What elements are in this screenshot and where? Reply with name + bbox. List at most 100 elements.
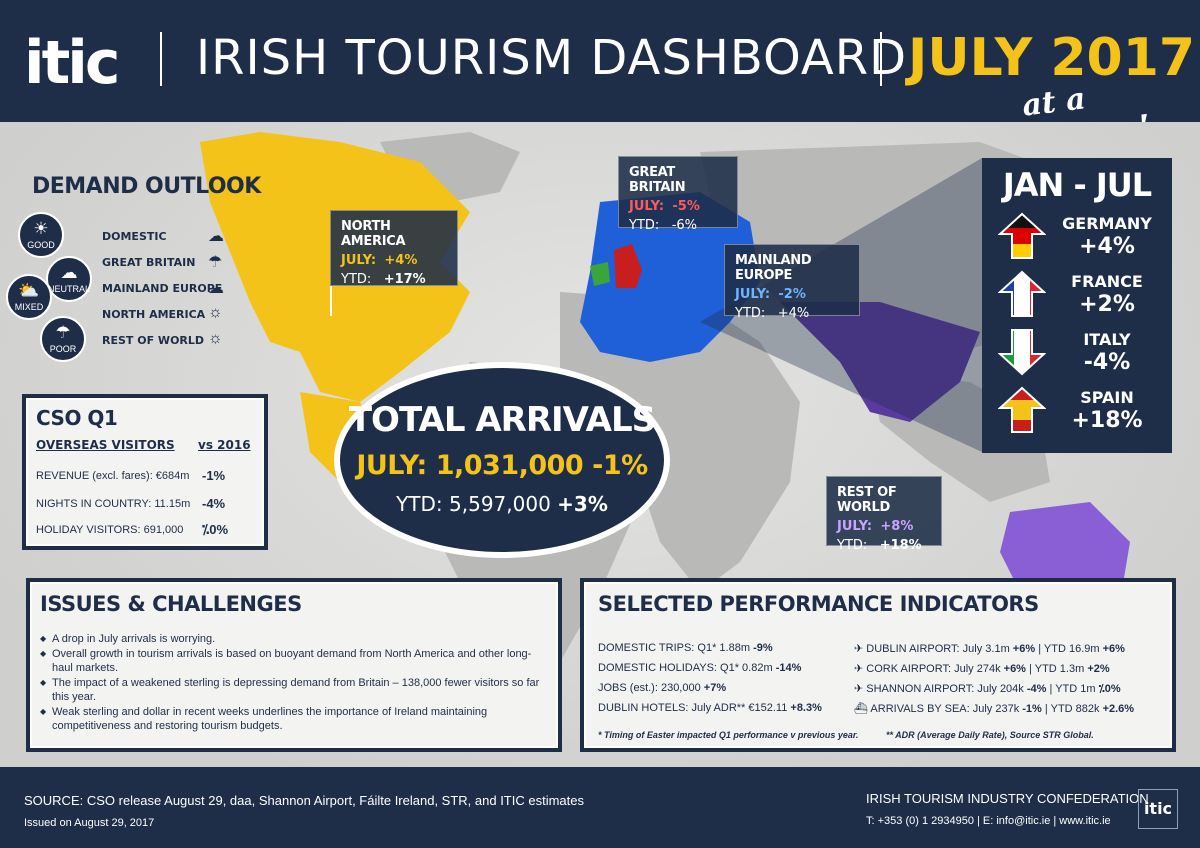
plane-icon: ✈ — [854, 643, 864, 655]
spi-dublin-airport: ✈ DUBLIN AIRPORT: July 3.1m +6% | YTD 16… — [854, 643, 1125, 655]
plane-icon: ✈ — [854, 683, 864, 695]
country-name: GERMANY — [1062, 214, 1152, 233]
spi-footnote-1: * Timing of Easter impacted Q1 performan… — [598, 730, 859, 740]
region-title: GREAT BRITAIN — [629, 165, 686, 195]
spi-cork-airport: ✈ CORK AIRPORT: July 274k +6% | YTD 1.3m… — [854, 663, 1110, 675]
ship-icon: ⛴ — [854, 703, 868, 715]
cso-vs: vs 2016 — [198, 438, 251, 452]
sun-cloud-icon: ⛅ — [18, 281, 40, 300]
country-value: +18% — [1071, 408, 1143, 433]
header-divider — [880, 32, 882, 86]
total-arrivals-title: TOTAL ARRIVALS — [348, 400, 656, 440]
cso-title: CSO Q1 — [36, 406, 118, 430]
ytd-text: YTD: 5,597,000 — [396, 492, 551, 516]
country-name: ITALY — [1083, 330, 1131, 349]
rain-cloud-icon: ☂ — [208, 254, 223, 271]
callout-great-britain: GREAT BRITAIN JULY: -5% YTD: -6% — [618, 156, 738, 233]
page-title: IRISH TOURISM DASHBOARD — [196, 30, 908, 86]
outlook-north-america: NORTH AMERICA — [102, 308, 206, 321]
cloud-icon: ☁ — [208, 280, 224, 297]
list-item: Weak sterling and dollar in recent weeks… — [40, 705, 550, 733]
cso-q1-panel: CSO Q1 OVERSEAS VISITORS vs 2016 REVENUE… — [22, 394, 268, 550]
country-name: SPAIN — [1080, 388, 1134, 407]
cloud-icon: ☁ — [208, 228, 224, 245]
ytd-value: +18% — [879, 538, 922, 553]
legend-neutral: ☁ NEUTRAL — [46, 256, 92, 302]
outlook-great-britain: GREAT BRITAIN — [102, 256, 196, 269]
report-date: JULY 2017 — [908, 28, 1196, 88]
sun-icon: ☼ — [208, 304, 223, 321]
france-up-arrow-icon — [998, 270, 1046, 317]
footer-issued: Issued on August 29, 2017 — [24, 817, 155, 829]
country-value: -4% — [1083, 350, 1131, 375]
cso-nights-value: -4% — [202, 496, 226, 511]
spi-arrivals-by-sea: ⛴ ARRIVALS BY SEA: July 237k -1% | YTD 8… — [854, 703, 1135, 715]
sun-icon: ☀ — [33, 219, 49, 238]
header-divider — [160, 32, 162, 86]
ytd-value: -6% — [671, 218, 698, 233]
spi-jobs: JOBS (est.): 230,000 +7% — [598, 682, 727, 694]
header: itic IRISH TOURISM DASHBOARD JULY 2017 a… — [0, 0, 1200, 158]
total-arrivals-ytd: YTD: 5,597,000 +3% — [340, 492, 664, 516]
italy-down-arrow-icon — [998, 329, 1046, 376]
ytd-value: +17% — [383, 272, 426, 287]
rain-cloud-icon: ☂ — [55, 323, 71, 342]
region-title: MAINLAND EUROPE — [735, 253, 812, 283]
callout-rest-of-world: REST OF WORLD JULY: +8% YTD: +18% — [826, 476, 942, 553]
footer-logo: itic — [1138, 789, 1178, 829]
list-item: Overall growth in tourism arrivals is ba… — [40, 647, 550, 675]
cso-nights-label: NIGHTS IN COUNTRY: 11.15m — [36, 498, 191, 510]
july-value: -2% — [778, 287, 806, 302]
sun-icon: ☼ — [208, 330, 223, 347]
ytd-label: YTD: — [341, 272, 372, 287]
callout-pointer — [330, 286, 332, 316]
july-label: JULY: — [735, 287, 771, 302]
ytd-value: +4% — [777, 306, 810, 321]
july-label: JULY: — [341, 253, 377, 268]
cso-revenue-label: REVENUE (excl. fares): €684m — [36, 470, 190, 482]
outlook-rest-of-world: REST OF WORLD — [102, 334, 205, 347]
footer-org: IRISH TOURISM INDUSTRY CONFEDERATION — [866, 791, 1149, 806]
total-arrivals: TOTAL ARRIVALS JULY: 1,031,000 -1% YTD: … — [334, 362, 670, 558]
spi-shannon-airport: ✈ SHANNON AIRPORT: July 204k -4% | YTD 1… — [854, 683, 1121, 695]
germany-up-arrow-icon — [998, 212, 1046, 259]
issues-list: A drop in July arrivals is worrying. Ove… — [40, 632, 550, 734]
july-label: JULY: — [629, 199, 665, 214]
july-value: +8% — [880, 519, 914, 534]
spi-title: SELECTED PERFORMANCE INDICATORS — [598, 592, 1039, 616]
spi-dublin-hotels: DUBLIN HOTELS: July ADR** €152.11 +8.3% — [598, 702, 822, 714]
cso-revenue-value: -1% — [202, 468, 226, 483]
ytd-label: YTD: — [735, 306, 766, 321]
issues-title: ISSUES & CHALLENGES — [40, 592, 302, 616]
footer-contact: T: +353 (0) 1 2934950 | E: info@itic.ie … — [866, 815, 1111, 827]
spi-footnote-2: ** ADR (Average Daily Rate), Source STR … — [886, 730, 1094, 740]
plane-icon: ✈ — [854, 663, 864, 675]
country-value: +2% — [1079, 292, 1135, 317]
outlook-mainland-europe: MAINLAND EUROPE — [102, 282, 223, 295]
callout-mainland-europe: MAINLAND EUROPE JULY: -2% YTD: +4% — [724, 244, 860, 321]
ytd-label: YTD: — [629, 218, 660, 233]
july-value: -5% — [672, 199, 700, 214]
footer: SOURCE: CSO release August 29, daa, Shan… — [0, 767, 1200, 848]
legend-poor: ☂ POOR — [40, 316, 86, 362]
region-title: NORTH AMERICA — [341, 219, 406, 249]
spi-domestic-holidays: DOMESTIC HOLIDAYS: Q1* 0.82m -14% — [598, 662, 802, 674]
jan-jul-title: JAN - JUL — [1002, 166, 1152, 204]
outlook-domestic: DOMESTIC — [102, 230, 167, 243]
july-value: +4% — [384, 253, 418, 268]
cso-holiday-label: HOLIDAY VISITORS: 691,000 — [36, 524, 184, 536]
callout-north-america: NORTH AMERICA JULY: +4% YTD: +17% — [330, 210, 458, 287]
country-name: FRANCE — [1071, 272, 1143, 291]
list-item: A drop in July arrivals is worrying. — [40, 632, 550, 646]
legend-mixed: ⛅ MIXED — [6, 274, 52, 320]
ytd-change: +3% — [557, 492, 608, 516]
country-value: +4% — [1079, 234, 1135, 259]
region-title: REST OF WORLD — [837, 485, 897, 515]
ytd-label: YTD: — [837, 538, 868, 553]
cso-subtitle: OVERSEAS VISITORS — [36, 438, 175, 452]
cloud-icon: ☁ — [60, 263, 78, 282]
jan-jul-panel: JAN - JUL GERMANY +4% FRANCE +2% ITALY -… — [982, 158, 1172, 453]
issues-panel: ISSUES & CHALLENGES A drop in July arriv… — [26, 578, 562, 752]
itic-logo: itic — [24, 28, 120, 98]
july-label: JULY: — [837, 519, 873, 534]
